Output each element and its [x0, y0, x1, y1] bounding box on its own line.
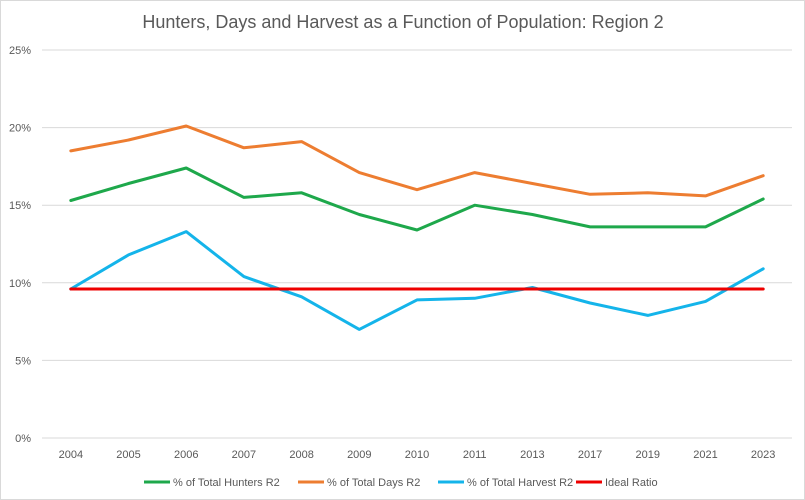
y-tick-label: 20% — [9, 123, 31, 135]
x-tick-label: 2008 — [289, 449, 313, 461]
x-tick-label: 2006 — [174, 449, 198, 461]
y-tick-label: 5% — [15, 355, 31, 367]
legend-label: % of Total Harvest R2 — [467, 477, 573, 489]
y-tick-label: 10% — [9, 278, 31, 290]
chart-title: Hunters, Days and Harvest as a Function … — [142, 12, 663, 32]
y-axis-ticks: 0% 5% 10% 15% 20% 25% — [9, 45, 31, 445]
x-tick-label: 2017 — [578, 449, 602, 461]
x-axis-ticks: 2004 2005 2006 2007 2008 2009 2010 2011 2013 2017… — [59, 449, 776, 461]
x-tick-label: 2004 — [59, 449, 83, 461]
y-tick-label: 25% — [9, 45, 31, 57]
x-tick-label: 2023 — [751, 449, 775, 461]
gridlines — [42, 49, 792, 439]
x-tick-label: 2007 — [232, 449, 256, 461]
x-tick-label: 2019 — [636, 449, 660, 461]
series-line-of-total-days-r2 — [69, 124, 765, 198]
y-tick-label: 15% — [9, 200, 31, 212]
y-tick-label: 0% — [15, 433, 31, 445]
legend-label: % of Total Hunters R2 — [173, 477, 280, 489]
series-lines — [69, 124, 765, 331]
legend-label: % of Total Days R2 — [327, 477, 420, 489]
x-tick-label: 2009 — [347, 449, 371, 461]
x-tick-label: 2005 — [116, 449, 140, 461]
x-tick-label: 2011 — [463, 449, 487, 461]
x-tick-label: 2010 — [405, 449, 429, 461]
x-tick-label: 2013 — [520, 449, 544, 461]
series-line-of-total-harvest-r2 — [69, 230, 765, 331]
series-line-of-total-hunters-r2 — [69, 166, 765, 232]
legend: % of Total Hunters R2 % of Total Days R2%… — [144, 477, 658, 489]
legend-label: Ideal Ratio — [605, 477, 658, 489]
x-tick-label: 2021 — [693, 449, 717, 461]
